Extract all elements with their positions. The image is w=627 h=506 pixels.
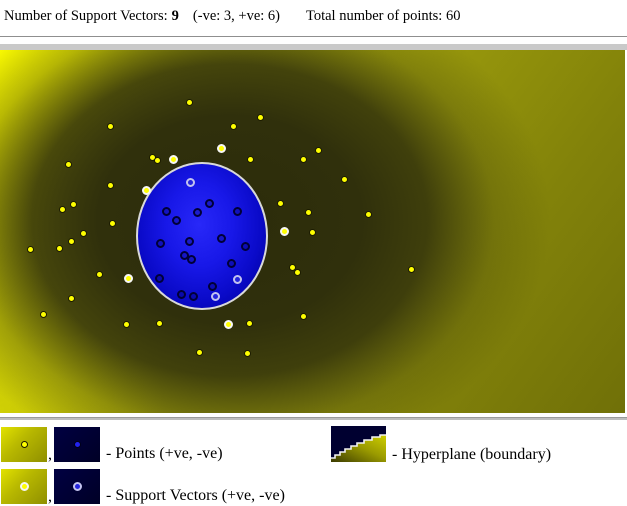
svm-canvas[interactable] [0,50,625,413]
legend-sv-label: - Support Vectors (+ve, -ve) [106,487,285,504]
total-points-label: Total number of points: 60 [306,8,461,24]
pos-point [195,348,203,356]
legend-divider [0,417,627,421]
canvas-top-strip [0,44,627,50]
svpos-point [141,185,151,195]
pos-point [39,310,47,318]
legend-points-label: - Points (+ve, -ve) [106,445,223,462]
svneg-point [185,177,195,187]
pos-point [407,265,415,273]
positive-point-icon [20,441,28,448]
hyperplane-swatch-icon [331,426,386,462]
pos-point [95,270,103,278]
legend-hyperplane-label: - Hyperplane (boundary) [392,446,552,463]
legend-swatch-sv-positive [1,469,47,504]
neg-point [179,250,189,260]
pos-point [314,146,322,154]
pos-point [58,205,66,213]
neg-point [226,258,236,268]
sv-breakdown: (-ve: 3, +ve: 6) [192,8,280,24]
neg-point [184,236,194,246]
neg-point [240,241,250,251]
pos-point [153,156,161,164]
legend-swatch-sv-negative [54,469,100,504]
pos-point [69,200,77,208]
svpos-point [216,143,226,153]
pos-point [185,98,193,106]
positive-support-vector-icon [19,482,29,491]
neg-point [192,207,202,217]
pos-point [340,175,348,183]
pos-point [106,181,114,189]
header-divider [0,36,627,38]
svneg-point [232,274,242,284]
pos-point [229,122,237,130]
pos-point [299,155,307,163]
legend-swatch-negative-region [54,427,100,462]
neg-point [154,273,164,283]
pos-point [55,244,63,252]
neg-point [186,254,196,264]
pos-point [288,263,296,271]
pos-point [67,237,75,245]
decision-boundary-ellipse [136,162,268,310]
neg-point [176,289,186,299]
neg-point [171,215,181,225]
svneg-point [210,291,220,301]
pos-point [26,245,34,253]
pos-point [245,319,253,327]
sv-count-label: Number of Support Vectors: [4,8,168,24]
pos-point [293,268,301,276]
pos-point [122,320,130,328]
pos-point [256,113,264,121]
pos-point [246,155,254,163]
status-bar: Number of Support Vectors: 9 (-ve: 3, +ve:… [4,8,460,25]
neg-point [204,198,214,208]
pos-point [106,122,114,130]
pos-point [243,349,251,357]
pos-point [308,228,316,236]
svpos-point [223,319,233,329]
pos-point [155,319,163,327]
neg-point [155,238,165,248]
legend-comma: , [48,488,52,505]
neg-point [232,206,242,216]
pos-point [67,294,75,302]
pos-point [108,219,116,227]
svpos-point [123,273,133,283]
neg-point [188,291,198,301]
pos-point [64,160,72,168]
negative-support-vector-icon [72,482,82,491]
pos-point [79,229,87,237]
pos-point [364,210,372,218]
pos-point [304,208,312,216]
neg-point [207,281,217,291]
pos-point [299,312,307,320]
legend-swatch-positive-region [1,427,47,462]
svpos-point [279,226,289,236]
negative-point-icon [73,441,81,448]
svpos-point [168,154,178,164]
legend-comma: , [48,446,52,463]
neg-point [161,206,171,216]
neg-point [216,233,226,243]
sv-count-value: 9 [171,8,179,24]
pos-point [276,199,284,207]
